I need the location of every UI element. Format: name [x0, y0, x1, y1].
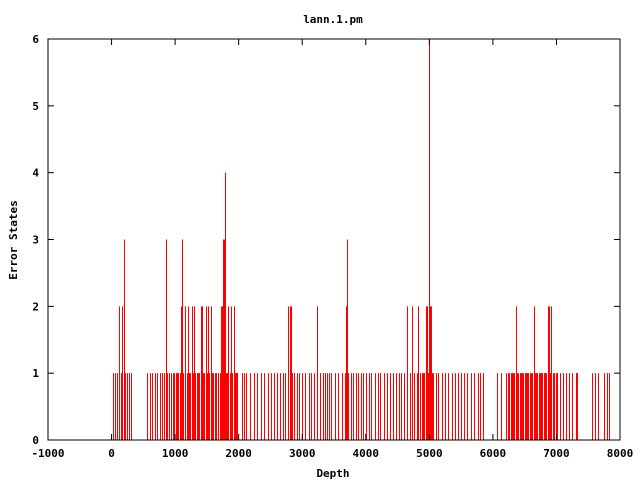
- x-tick-label: 1000: [162, 447, 189, 460]
- axis-ticks: -1000 0 1000 2000 3000 4000 5000 6000 7000 800001…: [31, 33, 633, 460]
- x-tick-label: 0: [108, 447, 115, 460]
- x-tick-label: 6000: [480, 447, 507, 460]
- x-tick-label: 3000: [289, 447, 316, 460]
- x-tick-label: 7000: [543, 447, 570, 460]
- y-tick-label: 3: [32, 234, 39, 247]
- y-tick-label: 6: [32, 33, 39, 46]
- x-tick-label: 2000: [225, 447, 252, 460]
- y-tick-label: 5: [32, 100, 39, 113]
- x-tick-label: -1000: [31, 447, 64, 460]
- y-tick-label: 1: [32, 367, 39, 380]
- chart-title: lann.1.pm: [303, 13, 363, 26]
- data-bars: [113, 39, 610, 440]
- x-tick-label: 4000: [353, 447, 380, 460]
- plot-frame: [47, 38, 621, 441]
- y-axis-label: Error States: [7, 200, 20, 279]
- y-tick-label: 2: [32, 300, 39, 313]
- x-tick-label: 5000: [416, 447, 443, 460]
- x-axis-label: Depth: [316, 467, 349, 480]
- y-tick-label: 0: [32, 434, 39, 447]
- y-tick-label: 4: [32, 167, 39, 180]
- x-tick-label: 8000: [607, 447, 634, 460]
